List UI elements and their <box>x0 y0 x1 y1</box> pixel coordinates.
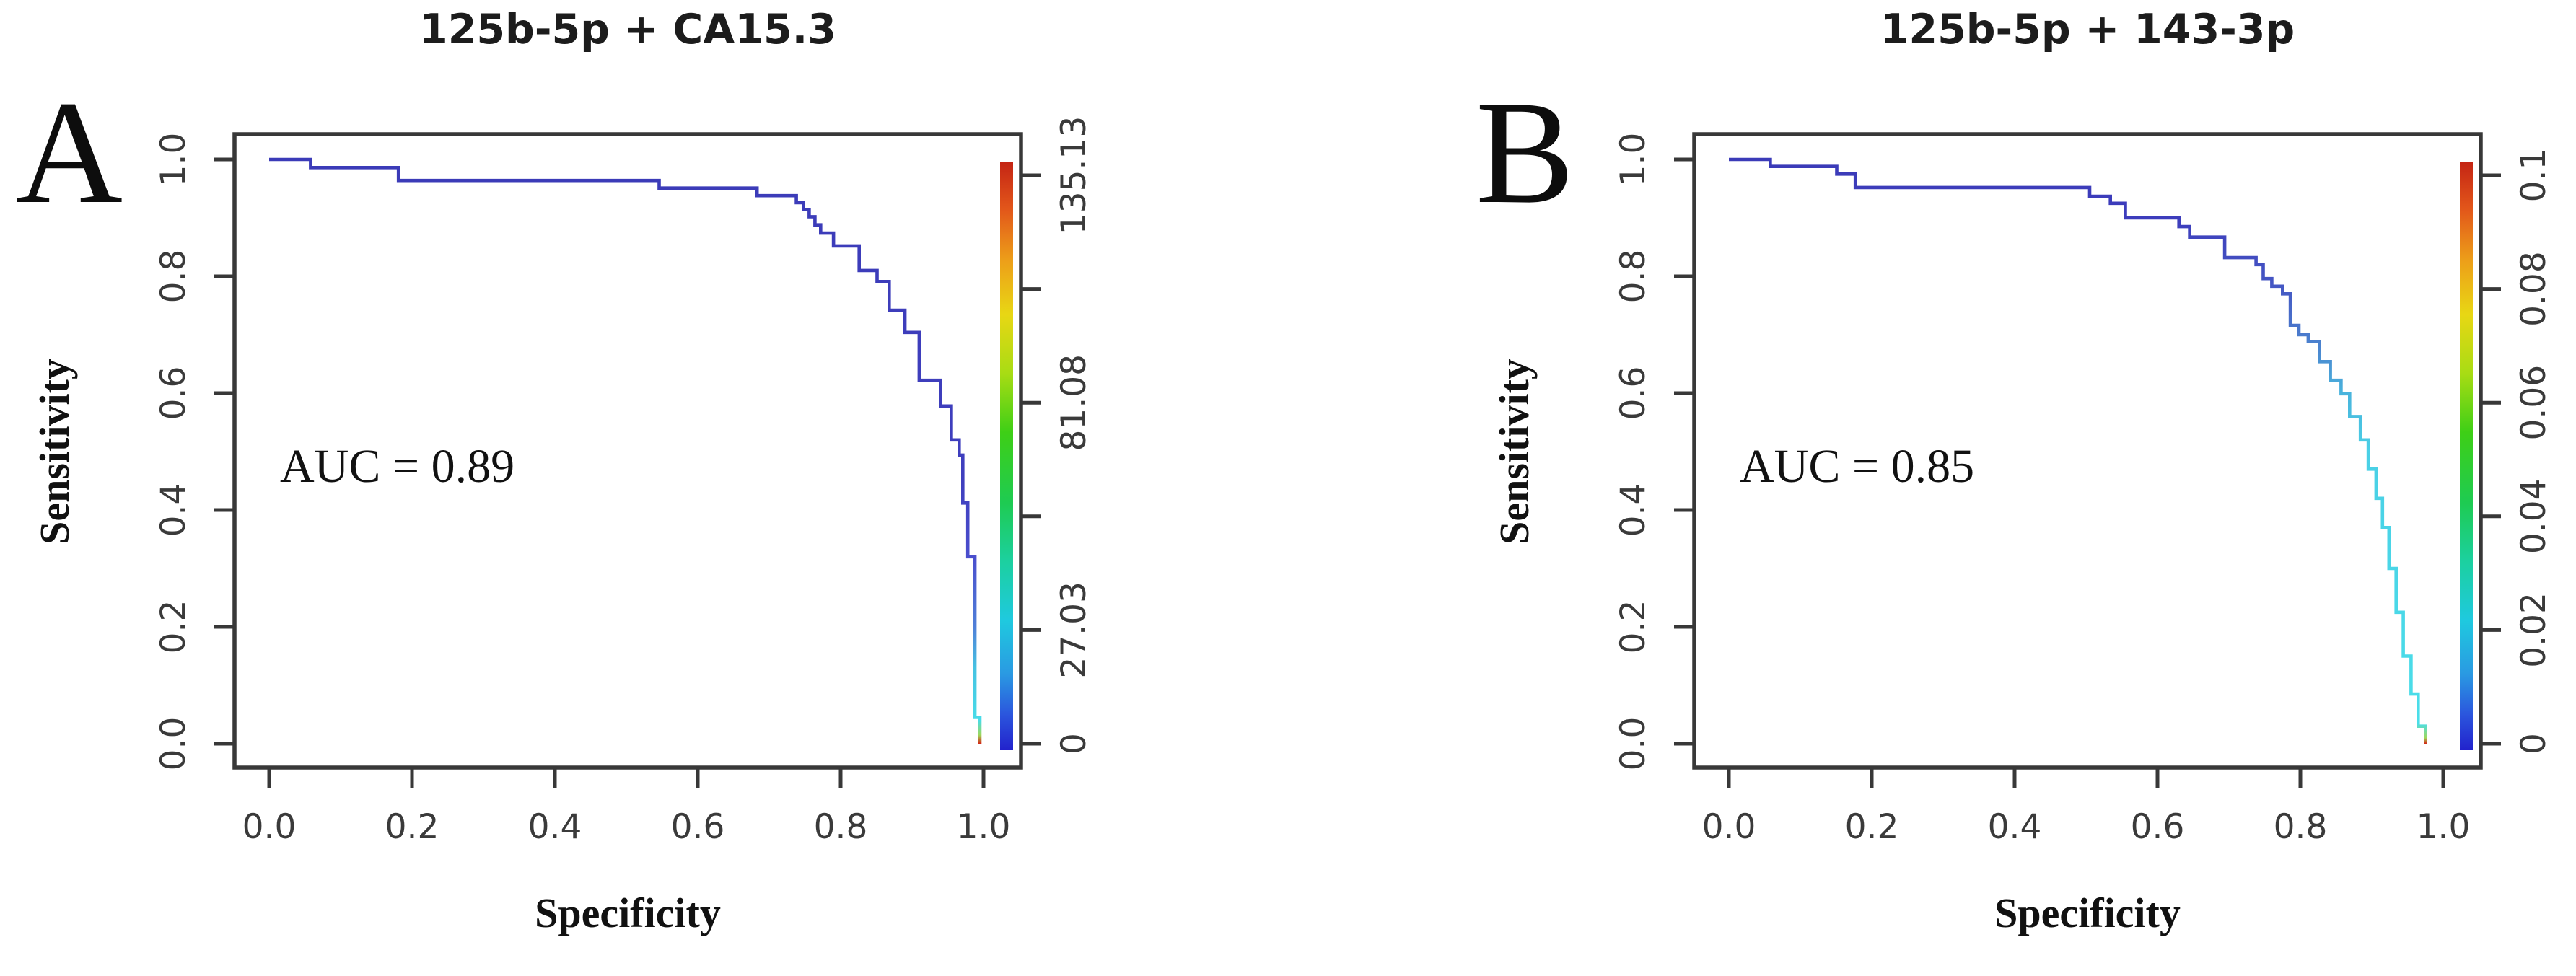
y-axis-tick-label: 1.0 <box>1613 133 1653 187</box>
y-axis-tick-label: 0.6 <box>154 366 193 421</box>
auc-annotation: AUC = 0.85 <box>1740 440 1974 493</box>
threshold-colorbar <box>1000 162 1013 750</box>
roc-panel-B: B 125b-5p + 143-3p 0.0 0.2 0.4 0.6 0.8 1.0 1.0 0.… <box>1476 6 2554 936</box>
x-axis-tick-label: 0.6 <box>2131 807 2185 847</box>
threshold-axis-tick-label: 0.04 <box>2514 478 2554 554</box>
y-axis-tick-label: 0.6 <box>1613 366 1653 421</box>
y-axis-tick-label: 0.8 <box>1613 250 1653 304</box>
panel-letter: A <box>16 71 123 234</box>
x-axis-label: Specificity <box>535 889 721 936</box>
y-axis-tick-label: 0.4 <box>1613 483 1653 537</box>
x-axis-tick-label: 0.8 <box>2274 807 2328 847</box>
x-axis-tick-label: 0.2 <box>1845 807 1899 847</box>
roc-panel-A: A 125b-5p + CA15.3 0.0 0.2 0.4 0.6 0.8 1.0 1.0 0.… <box>16 6 1094 936</box>
auc-annotation: AUC = 0.89 <box>280 440 514 493</box>
threshold-axis-tick-label: 0.08 <box>2514 251 2554 327</box>
y-axis-tick-label: 0.2 <box>1613 600 1653 654</box>
y-axis-tick-label: 0.4 <box>154 483 193 537</box>
y-axis-label: Sensitivity <box>1491 359 1538 545</box>
threshold-axis-tick-label: 135.13 <box>1054 116 1094 234</box>
threshold-colorbar <box>2460 162 2473 750</box>
threshold-axis-tick-label: 0.02 <box>2514 592 2554 668</box>
x-axis-tick-label: 0.8 <box>814 807 868 847</box>
panel-title: 125b-5p + 143-3p <box>1880 6 2295 53</box>
y-axis-tick-label: 0.0 <box>154 717 193 771</box>
x-axis-tick-label: 1.0 <box>2417 807 2471 847</box>
plot-box <box>232 132 1023 770</box>
plot-box <box>1692 132 2483 770</box>
x-axis-tick-label: 1.0 <box>957 807 1011 847</box>
y-axis-tick-label: 0.8 <box>154 250 193 304</box>
y-axis-tick-label: 0.2 <box>154 600 193 654</box>
x-axis-tick-label: 0.0 <box>1702 807 1756 847</box>
x-axis-tick-label: 0.2 <box>385 807 439 847</box>
threshold-axis-tick-label: 81.08 <box>1054 354 1094 452</box>
y-axis-label: Sensitivity <box>31 359 78 545</box>
roc-curve <box>1729 157 2427 744</box>
x-axis-label: Specificity <box>1994 889 2181 936</box>
threshold-axis-tick-label: 0.1 <box>2514 149 2554 203</box>
threshold-axis-tick-label: 0 <box>1054 733 1094 755</box>
x-axis-tick-label: 0.0 <box>242 807 297 847</box>
x-axis-tick-label: 0.6 <box>671 807 725 847</box>
panel-title: 125b-5p + CA15.3 <box>419 6 836 53</box>
y-axis-tick-label: 1.0 <box>154 133 193 187</box>
threshold-axis-tick-label: 0 <box>2514 733 2554 755</box>
roc-curve <box>269 157 982 744</box>
x-axis-tick-label: 0.4 <box>528 807 582 847</box>
threshold-axis-tick-label: 0.06 <box>2514 365 2554 441</box>
x-axis-tick-label: 0.4 <box>1988 807 2042 847</box>
y-axis-tick-label: 0.0 <box>1613 717 1653 771</box>
threshold-axis-tick-label: 27.03 <box>1054 581 1094 679</box>
panel-letter: B <box>1476 71 1574 234</box>
